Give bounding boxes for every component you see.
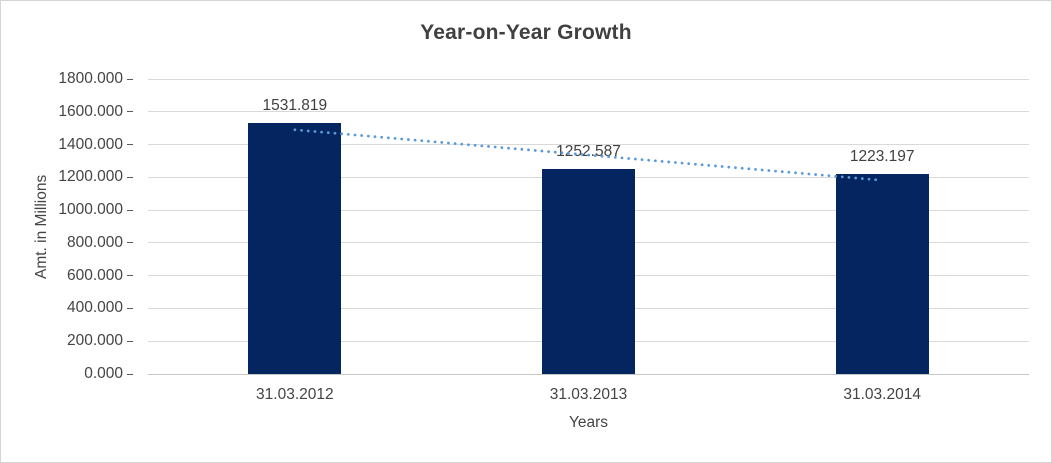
bar-31.03.2013 — [542, 168, 635, 374]
bar-value-label: 1223.197 — [849, 147, 915, 165]
x-axis-title: Years — [568, 414, 609, 431]
y-axis-tick-mark — [127, 275, 133, 277]
y-axis-title: Amt. in Millions — [33, 174, 50, 279]
y-tick-label: 400.000 — [66, 299, 123, 317]
y-tick-label: 1400.000 — [58, 135, 123, 153]
x-tick-label: 31.03.2012 — [256, 386, 334, 403]
bar-value-label: 1252.587 — [556, 142, 621, 160]
y-axis-tick-mark — [127, 111, 133, 113]
y-axis-tick-mark — [127, 242, 133, 244]
y-axis-tick-mark — [127, 176, 133, 178]
gridline — [148, 111, 1029, 113]
y-tick-label: 1600.000 — [58, 102, 123, 120]
x-tick-label: 31.03.2013 — [549, 386, 628, 403]
y-axis-tick-mark — [127, 373, 133, 375]
x-tick-label: 31.03.2014 — [843, 386, 921, 403]
y-tick-label: 800.000 — [66, 233, 123, 251]
y-tick-label: 1200.000 — [58, 168, 123, 186]
y-tick-label: 0.000 — [84, 365, 123, 382]
y-axis-tick-mark — [127, 340, 133, 342]
y-tick-label: 200.000 — [66, 332, 123, 350]
plot-area: 0.000 200.000 400.000 600.000 800.000 1000.00… — [58, 70, 1029, 403]
bar-31.03.2012 — [248, 122, 342, 374]
gridline — [148, 78, 1029, 80]
y-tick-label: 600.000 — [66, 266, 123, 284]
bar-31.03.2014 — [835, 173, 929, 374]
y-axis-tick-mark — [127, 307, 133, 309]
y-axis-tick-mark — [127, 209, 133, 211]
y-axis-tick-mark — [127, 78, 133, 80]
gridline — [148, 373, 1029, 375]
chart-title: Year-on-Year Growth — [420, 21, 632, 44]
y-axis-tick-mark — [127, 144, 133, 146]
y-tick-label: 1000.000 — [58, 201, 123, 219]
y-tick-label: 1800.000 — [58, 70, 123, 87]
bar-value-label: 1531.819 — [262, 96, 328, 114]
